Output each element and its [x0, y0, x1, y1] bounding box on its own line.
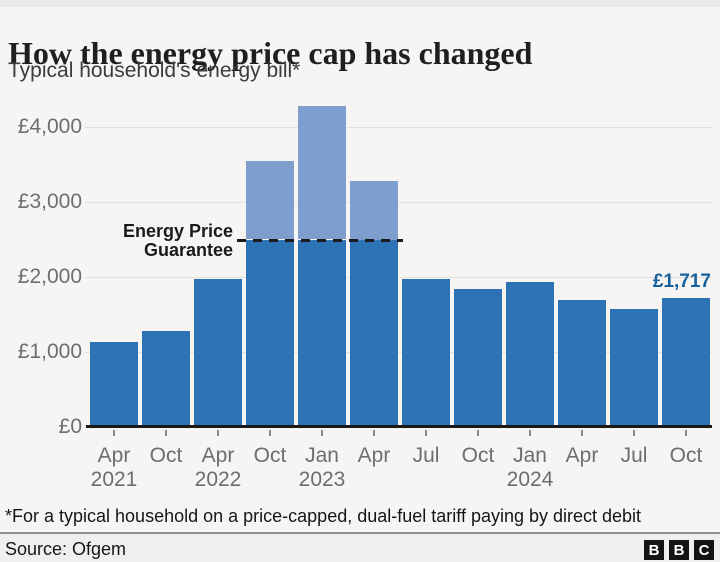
x-axis-tick — [633, 430, 635, 436]
footnote: *For a typical household on a price-capp… — [5, 506, 642, 526]
gridline — [85, 127, 712, 128]
x-axis-tick-label: Jan — [513, 444, 547, 467]
x-axis-tick — [321, 430, 323, 436]
x-axis-tick — [217, 430, 219, 436]
x-axis-tick-label: Oct — [149, 444, 183, 467]
bar-jul-2023 — [402, 278, 450, 427]
gridline — [85, 277, 712, 278]
x-axis-tick-label: Jan — [305, 444, 339, 467]
chart-title: How the energy price cap has changed — [8, 35, 533, 72]
x-axis-tick — [477, 430, 479, 436]
top-edge-band — [0, 0, 720, 7]
y-axis-tick-label: £1,000 — [17, 340, 82, 363]
bar-above-guarantee — [246, 160, 294, 240]
footer-divider — [0, 532, 720, 534]
energy-price-guarantee-label: Energy Price Guarantee — [53, 220, 233, 260]
epg-label-line1: Energy Price — [122, 220, 233, 241]
bbc-logo: B B C — [644, 540, 714, 560]
x-axis-year-label: 2024 — [506, 468, 554, 491]
x-axis-tick — [373, 430, 375, 436]
x-axis-tick — [685, 430, 687, 436]
chart-subtitle: Typical household's energy bill* — [8, 59, 301, 82]
x-axis-tick — [269, 430, 271, 436]
x-axis-tick-label: Apr — [97, 444, 131, 467]
x-axis-tick — [113, 430, 115, 436]
latest-cap-value-label: £1,717 — [652, 271, 711, 293]
x-axis-tick — [165, 430, 167, 436]
bar-jul-2024 — [610, 309, 658, 427]
x-axis-tick-label: Apr — [357, 444, 391, 467]
x-axis-year-label: 2023 — [298, 468, 346, 491]
x-axis-year-label: 2022 — [194, 468, 242, 491]
bar-jan-2023 — [298, 239, 346, 427]
energy-price-guarantee-line — [237, 238, 403, 242]
x-axis-tick-label: Jul — [620, 444, 648, 467]
bar-jan-2024 — [506, 282, 554, 427]
x-axis-tick — [581, 430, 583, 436]
bbc-logo-letter: C — [694, 540, 714, 560]
x-axis-line — [86, 425, 712, 428]
bar-apr-2024 — [558, 300, 606, 427]
y-axis-tick-label: £0 — [58, 415, 82, 438]
y-axis-tick-label: £4,000 — [17, 115, 82, 138]
bar-apr-2021 — [90, 341, 138, 427]
bar-oct-2023 — [454, 289, 502, 427]
bar-oct-2022 — [246, 239, 294, 427]
gridline — [85, 352, 712, 353]
bar-oct-2021 — [142, 331, 190, 427]
bbc-logo-letter: B — [669, 540, 689, 560]
x-axis-tick-label: Apr — [201, 444, 235, 467]
bar-above-guarantee — [350, 181, 398, 240]
y-axis-tick-label: £3,000 — [17, 190, 82, 213]
x-axis-tick-label: Apr — [565, 444, 599, 467]
x-axis-tick-label: Jul — [412, 444, 440, 467]
bar-apr-2023 — [350, 239, 398, 427]
x-axis-tick-label: Oct — [669, 444, 703, 467]
x-axis-year-label: 2021 — [90, 468, 138, 491]
source-credit: Source: Ofgem — [5, 539, 127, 559]
bar-apr-2022 — [194, 279, 242, 427]
x-axis-tick-label: Oct — [253, 444, 287, 467]
bbc-logo-letter: B — [644, 540, 664, 560]
gridline — [85, 202, 712, 203]
bar-oct-2024 — [662, 298, 710, 427]
footer-strip — [0, 534, 720, 562]
bar-above-guarantee — [298, 106, 346, 240]
x-axis-tick-label: Oct — [461, 444, 495, 467]
epg-label-line2: Guarantee — [143, 239, 233, 260]
y-axis-tick-label: £2,000 — [17, 265, 82, 288]
x-axis-tick — [529, 430, 531, 436]
x-axis-tick — [425, 430, 427, 436]
